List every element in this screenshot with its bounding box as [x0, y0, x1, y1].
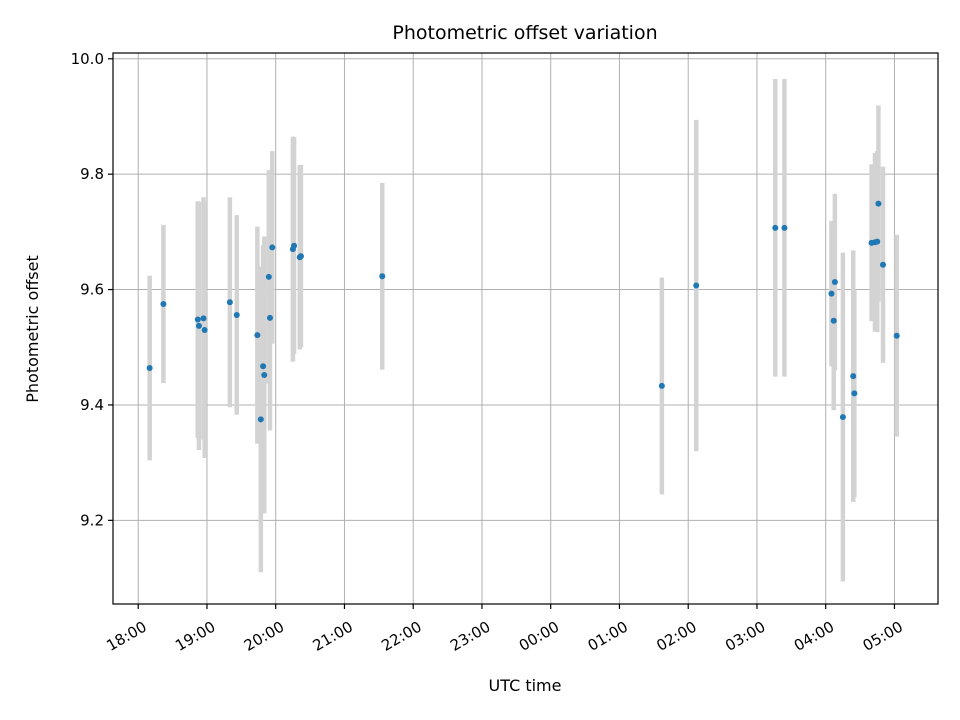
data-point — [297, 253, 304, 260]
data-point — [880, 261, 886, 268]
data-point — [265, 273, 272, 280]
data-point — [828, 290, 835, 297]
data-point — [254, 332, 261, 339]
data-point — [893, 332, 900, 339]
data-point — [874, 238, 881, 245]
plot-frame — [112, 52, 939, 605]
data-points — [146, 200, 900, 423]
y-axis-label: Photometric offset — [23, 255, 42, 403]
data-point — [693, 282, 700, 289]
y-tick-label: 9.4 — [80, 396, 104, 414]
y-tick-label: 9.6 — [80, 281, 104, 299]
chart-title: Photometric offset variation — [392, 22, 657, 44]
data-point — [781, 224, 788, 231]
y-tick-label: 10.0 — [71, 50, 104, 68]
data-point — [379, 273, 386, 280]
data-point — [194, 316, 201, 323]
y-axis-ticks: 9.2 9.4 9.6 9.8 10.0 — [71, 50, 113, 529]
data-point — [851, 390, 858, 397]
data-point — [658, 382, 665, 389]
data-point — [160, 300, 167, 307]
data-point — [226, 299, 233, 306]
data-point — [850, 373, 857, 380]
data-point — [146, 365, 153, 372]
y-tick-label: 9.2 — [80, 511, 104, 529]
data-point — [772, 224, 779, 231]
data-point — [233, 311, 240, 318]
data-point — [261, 371, 268, 378]
data-point — [830, 317, 837, 324]
data-point — [260, 363, 267, 370]
data-point — [831, 279, 838, 286]
data-point — [200, 315, 207, 322]
y-tick-label: 9.8 — [80, 165, 104, 183]
data-point — [291, 242, 298, 249]
data-point — [201, 326, 208, 333]
data-point — [266, 314, 273, 321]
data-point — [269, 244, 276, 251]
data-point — [257, 416, 264, 423]
data-point — [195, 322, 202, 329]
x-axis-label: UTC time — [489, 676, 562, 695]
data-point — [839, 414, 846, 421]
grid-lines — [113, 53, 938, 604]
data-point — [875, 200, 882, 207]
